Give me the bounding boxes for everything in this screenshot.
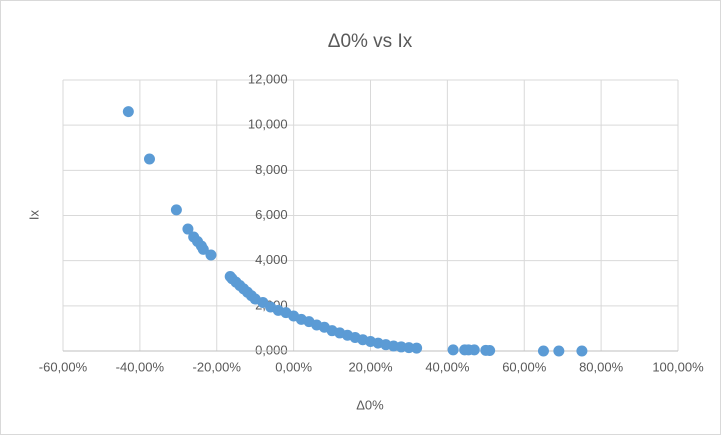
point xyxy=(576,345,588,357)
point xyxy=(122,106,134,118)
point xyxy=(447,344,459,356)
x-tick-label: -20,00% xyxy=(193,359,242,374)
y-tick-label: 0,000 xyxy=(255,342,288,357)
chart-title: Δ0% vs Ix xyxy=(328,31,413,52)
point xyxy=(143,153,155,165)
x-tick-label: 60,00% xyxy=(502,359,547,374)
x-tick-label: 40,00% xyxy=(425,359,470,374)
point xyxy=(205,249,217,261)
x-tick-label: 0,00% xyxy=(275,359,312,374)
x-tick-label: 100,00% xyxy=(652,359,704,374)
point xyxy=(484,345,496,357)
point xyxy=(537,345,549,357)
y-tick-label: 4,000 xyxy=(255,252,288,267)
y-tick-label: 12,000 xyxy=(248,71,288,86)
y-axis-title: Ix xyxy=(26,209,41,220)
y-tick-label: 8,000 xyxy=(255,162,288,177)
point xyxy=(197,243,209,255)
x-tick-label: -40,00% xyxy=(116,359,165,374)
point xyxy=(553,345,565,357)
x-tick-label: 80,00% xyxy=(579,359,624,374)
y-tick-label: 6,000 xyxy=(255,207,288,222)
y-tick-label: 10,000 xyxy=(248,117,288,132)
x-tick-label: 20,00% xyxy=(348,359,393,374)
x-tick-label: -60,00% xyxy=(39,359,88,374)
x-axis-title: Δ0% xyxy=(356,397,384,412)
point xyxy=(170,204,182,216)
point xyxy=(182,223,194,235)
point xyxy=(411,342,423,354)
point xyxy=(468,344,480,356)
